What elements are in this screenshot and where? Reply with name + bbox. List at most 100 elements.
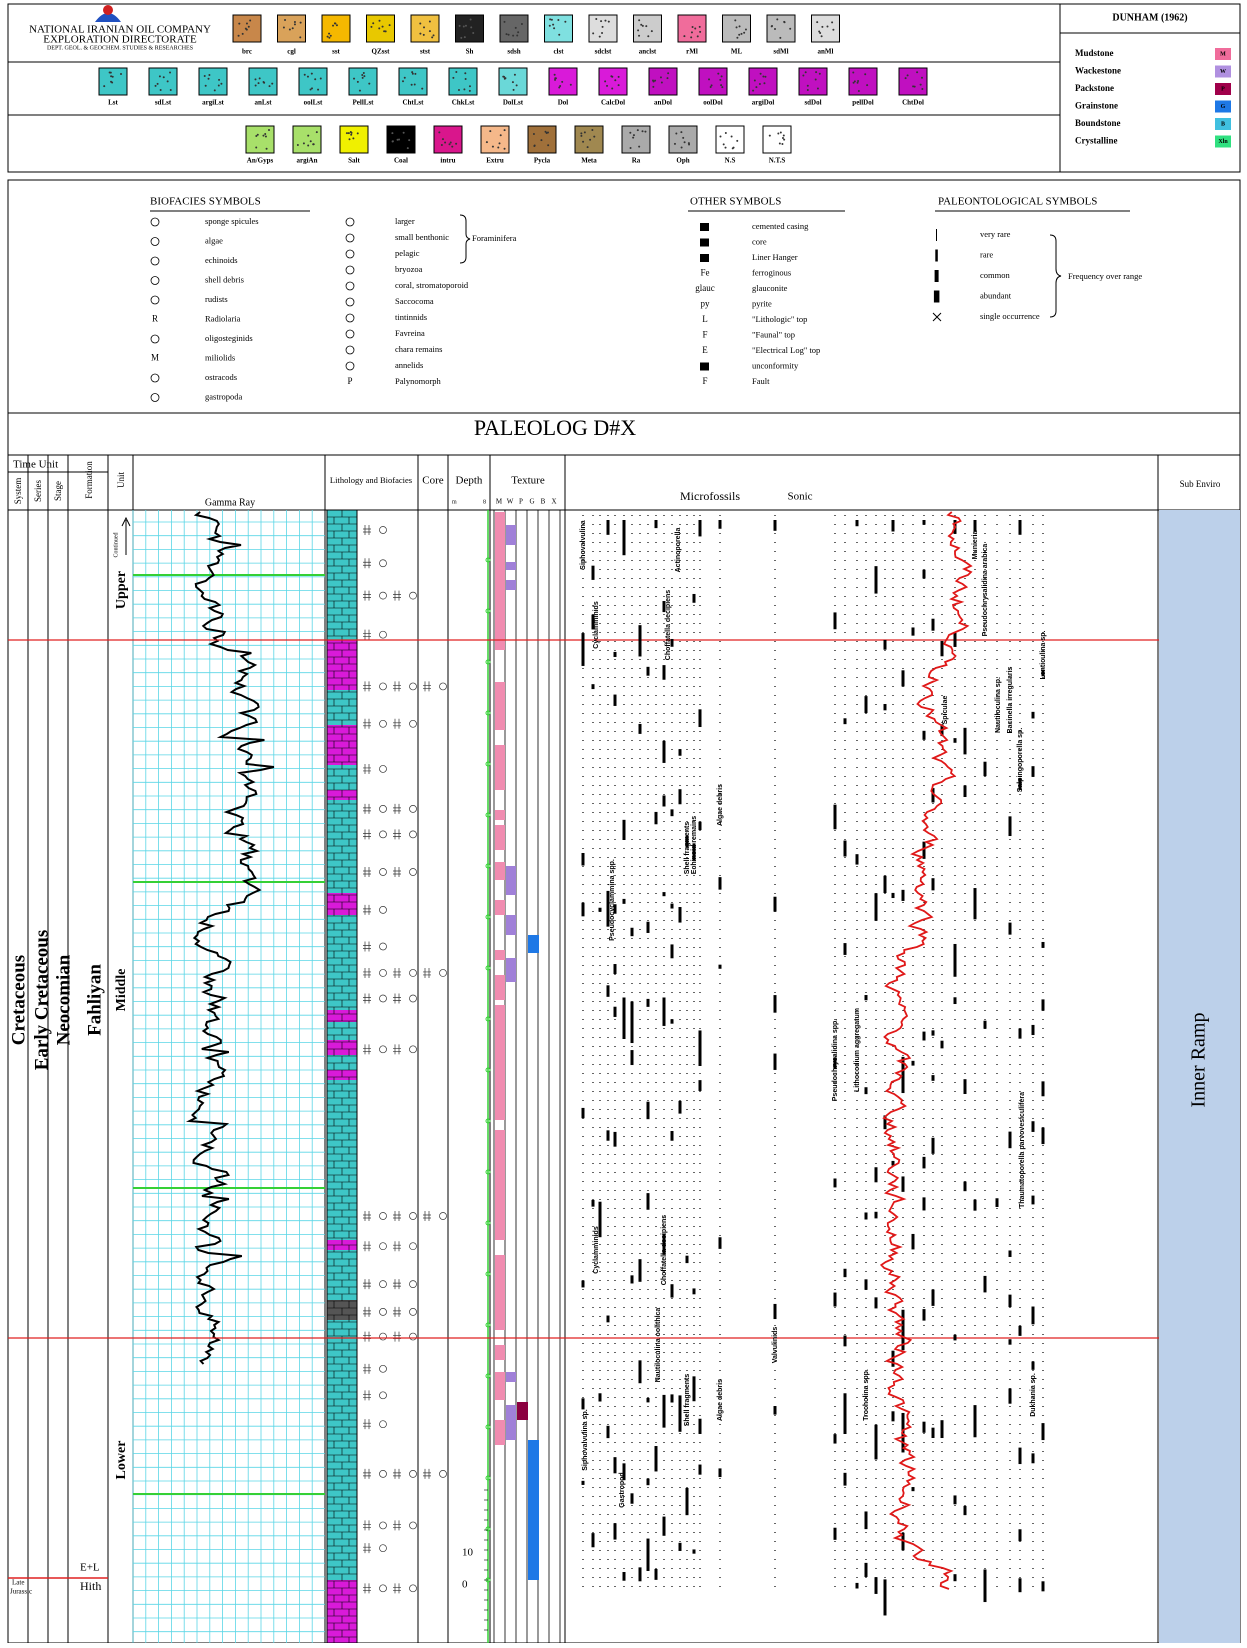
- bio-symbol: [363, 1363, 371, 1374]
- symbol-label: "Faunal" top: [752, 329, 795, 339]
- symbol-label: gastropoda: [205, 391, 243, 401]
- occurrence-bar: [1018, 1578, 1022, 1593]
- bio-symbol: [379, 906, 387, 914]
- swatch-dot: [645, 25, 648, 28]
- swatch-dot: [402, 131, 405, 134]
- swatch-dot: [378, 27, 381, 30]
- swatch-dot: [779, 36, 782, 39]
- swatch-dot: [468, 85, 471, 88]
- lithology-label: ChtDol: [902, 99, 924, 107]
- system-name: Jurassic: [10, 1588, 32, 1596]
- occurrence-bar: [692, 1376, 696, 1402]
- bio-symbol: [409, 1332, 417, 1341]
- symbol-label: shell debris: [205, 274, 244, 284]
- swatch-dot: [302, 142, 305, 145]
- swatch-dot: [783, 21, 786, 24]
- bio-symbol: [393, 681, 401, 692]
- symbol-label: ostracods: [205, 372, 237, 382]
- symbol-label: ferroginous: [752, 267, 791, 277]
- bio-symbol: [379, 1242, 387, 1251]
- occurrence-bar: [983, 761, 987, 777]
- swatch-dot: [249, 19, 252, 22]
- occurrence-bar: [931, 1137, 935, 1154]
- bio-symbol: [363, 967, 371, 978]
- swatch-dot: [503, 129, 506, 132]
- microfossil-label: Spiculae: [942, 696, 949, 725]
- arrow: [121, 516, 131, 555]
- swatch-dot: [820, 35, 823, 38]
- column-header: Sonic: [787, 491, 812, 503]
- symbol-glyph: [700, 223, 709, 231]
- swatch-dot: [413, 83, 416, 86]
- occurrence-bar: [718, 964, 722, 969]
- swatch-dot: [111, 81, 114, 84]
- microfossil-label: Echinoid remains: [691, 816, 698, 874]
- occurrence-bar: [773, 520, 777, 531]
- swatch-dot: [782, 134, 785, 137]
- occurrence-bar: [698, 1030, 702, 1067]
- swatch-dot: [680, 146, 683, 149]
- occurrence-bar: [606, 1315, 610, 1323]
- swatch-dot: [641, 24, 644, 27]
- swatch-dot: [913, 85, 916, 88]
- bio-symbol: [393, 1241, 401, 1252]
- swatch-dot: [614, 79, 617, 82]
- bio-symbol: [409, 830, 417, 839]
- bio-symbol: [363, 1543, 371, 1554]
- occurrence-bar: [983, 1569, 987, 1603]
- column-header: Formation: [84, 461, 94, 499]
- dunham-swatch: [1215, 48, 1231, 60]
- section-title: BIOFACIES SYMBOLS: [150, 196, 261, 208]
- swatch-dot: [349, 130, 352, 133]
- swatch-dot: [516, 34, 519, 37]
- column-header: Depth: [456, 475, 483, 487]
- occurrence-bar: [922, 569, 926, 579]
- swatch-dot: [857, 80, 860, 83]
- lithology-label: anDol: [654, 99, 672, 107]
- occurrence-bar: [613, 694, 617, 706]
- occurrence-bar: [995, 1198, 999, 1207]
- swatch-dot: [638, 34, 641, 37]
- microfossil-label: Cyclamminids: [593, 1226, 600, 1274]
- swatch-dot: [789, 27, 792, 30]
- occurrence-bar: [891, 892, 895, 899]
- occurrence-bar: [864, 995, 868, 1001]
- swatch-dot: [564, 20, 567, 23]
- lithology-label: stst: [420, 48, 431, 56]
- column-header: Time Unit: [13, 459, 58, 471]
- logo: [95, 13, 121, 22]
- swatch-dot: [458, 24, 461, 27]
- swatch-dot: [708, 78, 711, 81]
- bio-symbol: [393, 803, 401, 814]
- swatch-dot: [638, 19, 641, 22]
- occurrence-bar: [883, 1579, 887, 1616]
- symbol-label: very rare: [980, 229, 1011, 239]
- lithology-label: An/Gyps: [247, 157, 274, 165]
- swatch-dot: [777, 132, 780, 135]
- occurrence-bar: [646, 1397, 650, 1403]
- bio-symbol: [363, 829, 371, 840]
- microfossil-label: Gastropod: [619, 1472, 626, 1507]
- swatch-dot: [411, 72, 414, 75]
- bio-symbol: [393, 1210, 401, 1221]
- lithology-label: sdclst: [595, 48, 612, 56]
- occurrence-bar: [1008, 1131, 1012, 1149]
- swatch-dot: [237, 34, 240, 37]
- occurrence-bar: [864, 1212, 868, 1220]
- swatch-dot: [408, 139, 411, 142]
- swatch-dot: [428, 20, 431, 23]
- dunham-name: Packstone: [1075, 83, 1114, 93]
- lithology-label: ChkLst: [452, 99, 475, 107]
- unit-name: Upper: [114, 571, 129, 609]
- occurrence-bar: [773, 1053, 777, 1070]
- microfossil-label: Dukhania sp.: [1030, 1373, 1037, 1417]
- swatch-dot: [241, 32, 244, 35]
- texture-label: G: [529, 498, 534, 506]
- swatch-dot: [736, 139, 739, 142]
- dunham-swatch: [1215, 100, 1231, 113]
- series-name: Early Cretaceous: [31, 930, 52, 1071]
- occurrence-bar: [1008, 1294, 1012, 1308]
- depth-label: 0: [462, 1579, 468, 1591]
- lithology-swatch: [455, 14, 484, 43]
- swatch-dot: [511, 81, 514, 84]
